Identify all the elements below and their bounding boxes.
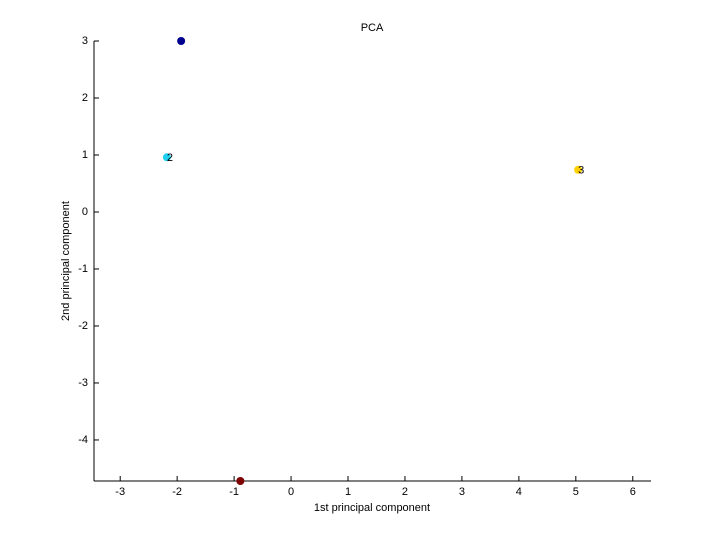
y-tick-label: -2 xyxy=(78,320,88,332)
y-axis-label: 2nd principal component xyxy=(60,201,72,321)
y-tick-label: -1 xyxy=(78,263,88,275)
x-tick-label: 2 xyxy=(402,486,408,498)
point-label: 2 xyxy=(167,152,173,164)
point xyxy=(177,37,186,45)
point-label: 3 xyxy=(578,165,584,177)
y-tick-label: -3 xyxy=(78,377,88,389)
x-tick-label: 0 xyxy=(288,486,294,498)
point xyxy=(236,477,245,485)
y-tick-label: 3 xyxy=(82,35,88,47)
x-tick-label: 3 xyxy=(459,486,465,498)
y-tick-label: 1 xyxy=(82,149,88,161)
x-tick-label: 1 xyxy=(345,486,351,498)
x-tick-label: -3 xyxy=(115,486,125,498)
x-tick-label: 6 xyxy=(630,486,636,498)
x-tick-label: -2 xyxy=(172,486,182,498)
x-tick-label: -1 xyxy=(229,486,239,498)
chart-title: PCA xyxy=(361,22,384,34)
x-axis-label: 1st principal component xyxy=(314,502,430,514)
y-tick-label: 0 xyxy=(82,206,88,218)
x-tick-label: 4 xyxy=(516,486,522,498)
x-tick-label: 5 xyxy=(573,486,579,498)
point xyxy=(162,153,171,162)
point xyxy=(574,165,583,174)
y-tick-label: -4 xyxy=(78,434,88,446)
y-tick-label: 2 xyxy=(82,92,88,104)
